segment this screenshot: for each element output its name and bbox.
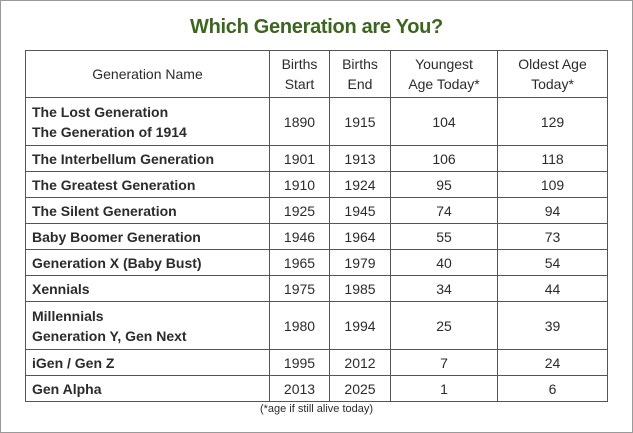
end-cell: 2012 <box>329 349 391 376</box>
youngest-cell: 106 <box>390 145 498 172</box>
column-header-line: End <box>347 76 373 92</box>
youngest-cell: 95 <box>390 171 498 198</box>
end-cell: 1945 <box>329 197 391 224</box>
table-row: The Greatest Generation 1910 1924 95 109 <box>25 171 608 198</box>
column-header-line: Start <box>284 76 315 92</box>
column-header-line: Today* <box>531 76 574 92</box>
oldest-cell: 6 <box>497 375 608 402</box>
youngest-cell: 55 <box>390 223 498 250</box>
table-row: Generation X (Baby Bust) 1965 1979 40 54 <box>25 249 608 276</box>
oldest-cell: 24 <box>497 349 608 376</box>
youngest-cell: 104 <box>390 97 498 146</box>
start-cell: 1995 <box>269 349 330 376</box>
generation-name-cell: Baby Boomer Generation <box>25 223 270 250</box>
generation-name: The Silent Generation <box>32 202 177 219</box>
generation-name: Baby Boomer Generation <box>32 228 201 245</box>
start-cell: 1910 <box>269 171 330 198</box>
youngest-cell: 7 <box>390 349 498 376</box>
start-cell: 1965 <box>269 249 330 276</box>
oldest-cell: 109 <box>497 171 608 198</box>
oldest-cell: 118 <box>497 145 608 172</box>
generation-name: The Generation of 1914 <box>32 123 187 140</box>
generation-name-cell: iGen / Gen Z <box>25 349 270 376</box>
column-header-line: Age Today* <box>408 76 480 92</box>
start-cell: 1925 <box>269 197 330 224</box>
start-cell: 1975 <box>269 275 330 302</box>
table-row: The Lost Generation The Generation of 191… <box>25 97 608 146</box>
youngest-cell: 40 <box>390 249 498 276</box>
end-cell: 1913 <box>329 145 391 172</box>
column-header-line: Oldest Age <box>518 56 587 72</box>
generations-table: Generation Name Births Start Births End Young… <box>25 50 608 402</box>
generation-name: Xennials <box>32 280 90 297</box>
end-cell: 2025 <box>329 375 391 402</box>
end-cell: 1924 <box>329 171 391 198</box>
generation-name-cell: The Greatest Generation <box>25 171 270 198</box>
table-row: iGen / Gen Z 1995 2012 7 24 <box>25 349 608 376</box>
table-header-row: Generation Name Births Start Births End Young… <box>25 50 608 98</box>
end-cell: 1915 <box>329 97 391 146</box>
generation-name: The Interbellum Generation <box>32 150 215 167</box>
column-header-line: Births <box>342 56 378 72</box>
table-row: Gen Alpha 2013 2025 1 6 <box>25 375 608 402</box>
column-header-line: Generation Name <box>92 66 203 82</box>
start-cell: 1890 <box>269 97 330 146</box>
start-cell: 1946 <box>269 223 330 250</box>
youngest-cell: 34 <box>390 275 498 302</box>
generation-name: Generation X (Baby Bust) <box>32 254 202 271</box>
start-cell: 1901 <box>269 145 330 172</box>
start-cell: 2013 <box>269 375 330 402</box>
youngest-cell: 25 <box>390 301 498 350</box>
generation-name: The Lost Generation <box>32 103 169 120</box>
table-row: Baby Boomer Generation 1946 1964 55 73 <box>25 223 608 250</box>
generation-name-cell: Xennials <box>25 275 270 302</box>
column-header: Births Start <box>269 50 330 98</box>
table-row: The Silent Generation 1925 1945 74 94 <box>25 197 608 224</box>
end-cell: 1964 <box>329 223 391 250</box>
oldest-cell: 129 <box>497 97 608 146</box>
table-row: Xennials 1975 1985 34 44 <box>25 275 608 302</box>
start-cell: 1980 <box>269 301 330 350</box>
end-cell: 1979 <box>329 249 391 276</box>
oldest-cell: 44 <box>497 275 608 302</box>
column-header-line: Births <box>281 56 318 72</box>
youngest-cell: 74 <box>390 197 498 224</box>
footnote: (*age if still alive today) <box>259 403 374 415</box>
page-title: Which Generation are You? <box>190 16 443 38</box>
column-header: Generation Name <box>25 50 270 98</box>
oldest-cell: 54 <box>497 249 608 276</box>
end-cell: 1985 <box>329 275 391 302</box>
generation-name-cell: The Lost Generation The Generation of 191… <box>25 97 270 146</box>
oldest-cell: 73 <box>497 223 608 250</box>
end-cell: 1994 <box>329 301 391 350</box>
table-row: The Interbellum Generation 1901 1913 106 118 <box>25 145 608 172</box>
oldest-cell: 94 <box>497 197 608 224</box>
generation-name-cell: Gen Alpha <box>25 375 270 402</box>
column-header: Youngest Age Today* <box>390 50 498 98</box>
generation-name: Millennials <box>32 307 104 324</box>
generation-name-cell: The Silent Generation <box>25 197 270 224</box>
generation-name: The Greatest Generation <box>32 176 196 193</box>
generation-name-cell: Millennials Generation Y, Gen Next <box>25 301 270 350</box>
column-header: Births End <box>329 50 391 98</box>
column-header-line: Youngest <box>415 56 473 72</box>
oldest-cell: 39 <box>497 301 608 350</box>
generation-name-cell: Generation X (Baby Bust) <box>25 249 270 276</box>
table-row: Millennials Generation Y, Gen Next 1980 199… <box>25 301 608 350</box>
youngest-cell: 1 <box>390 375 498 402</box>
generation-name: iGen / Gen Z <box>32 354 115 371</box>
generation-name: Gen Alpha <box>32 380 102 397</box>
generation-name: Generation Y, Gen Next <box>32 327 187 344</box>
generation-name-cell: The Interbellum Generation <box>25 145 270 172</box>
column-header: Oldest Age Today* <box>497 50 608 98</box>
